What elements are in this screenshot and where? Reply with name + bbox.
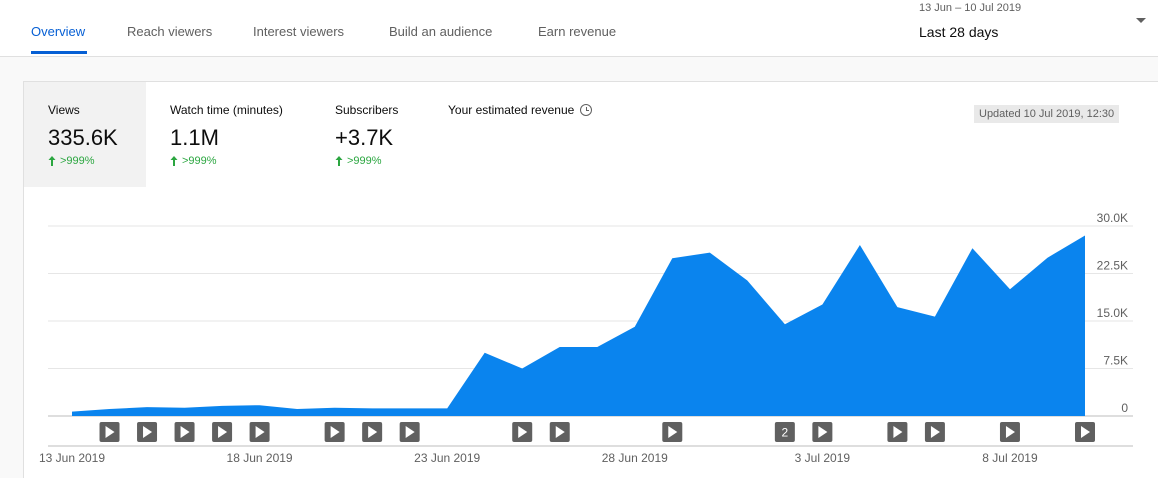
- play-icon: [180, 426, 190, 438]
- metric-change-value: >999%: [347, 155, 382, 167]
- metric-tab-estimated-revenue[interactable]: Your estimated revenue: [424, 82, 624, 187]
- tab-build-an-audience[interactable]: Build an audience: [389, 24, 493, 39]
- play-icon: [555, 426, 565, 438]
- video-marker[interactable]: [549, 422, 570, 442]
- metric-label-text: Your estimated revenue: [448, 103, 575, 117]
- metric-tab-views[interactable]: Views 335.6K >999%: [24, 82, 146, 187]
- x-tick-label: 13 Jun 2019: [39, 451, 105, 465]
- period-selector[interactable]: Last 28 days: [919, 24, 999, 40]
- metric-value: +3.7K: [335, 125, 394, 150]
- video-marker[interactable]: [999, 422, 1020, 442]
- x-tick-label: 18 Jun 2019: [227, 451, 293, 465]
- video-marker[interactable]: [99, 422, 120, 442]
- play-icon: [893, 426, 903, 438]
- video-marker[interactable]: [662, 422, 683, 442]
- play-icon: [255, 426, 265, 438]
- metric-change: >999%: [170, 155, 287, 167]
- video-marker[interactable]: [249, 422, 270, 442]
- metric-tab-subscribers[interactable]: Subscribers +3.7K >999%: [311, 82, 424, 187]
- analytics-tab-bar: Overview Reach viewers Interest viewers …: [0, 0, 1158, 57]
- video-marker[interactable]: [137, 422, 158, 442]
- arrow-up-icon: [170, 156, 178, 166]
- active-tab-indicator: [31, 51, 87, 54]
- video-marker[interactable]: [812, 422, 833, 442]
- metric-change-value: >999%: [182, 155, 217, 167]
- video-marker-box: [774, 422, 795, 442]
- video-marker[interactable]: [1075, 422, 1095, 442]
- tab-reach-viewers[interactable]: Reach viewers: [127, 24, 213, 39]
- metric-label: Watch time (minutes): [170, 103, 283, 117]
- video-marker[interactable]: [174, 422, 195, 442]
- video-marker[interactable]: [512, 422, 533, 442]
- y-tick-label: 0: [1121, 401, 1128, 415]
- clock-icon: [580, 104, 593, 116]
- play-icon: [668, 426, 678, 438]
- metric-label: Views: [48, 103, 80, 117]
- play-icon: [218, 426, 228, 438]
- video-marker[interactable]: [212, 422, 233, 442]
- video-marker[interactable]: [399, 422, 420, 442]
- x-tick-label: 28 Jun 2019: [602, 451, 668, 465]
- video-count-label: 2: [782, 426, 789, 440]
- metric-value: 1.1M: [170, 125, 219, 150]
- x-tick-label: 23 Jun 2019: [414, 451, 480, 465]
- play-icon: [1081, 426, 1090, 438]
- metric-label: Your estimated revenue: [448, 103, 600, 117]
- play-icon: [368, 426, 378, 438]
- y-tick-label: 30.0K: [1097, 211, 1128, 225]
- metric-label: Subscribers: [335, 103, 399, 117]
- play-icon: [143, 426, 153, 438]
- metric-change: >999%: [335, 155, 400, 167]
- play-icon: [330, 426, 340, 438]
- tab-overview[interactable]: Overview: [31, 24, 86, 39]
- play-icon: [930, 426, 940, 438]
- arrow-up-icon: [48, 156, 56, 166]
- updated-badge: Updated 10 Jul 2019, 12:30: [974, 105, 1120, 123]
- x-tick-label: 3 Jul 2019: [795, 451, 851, 465]
- play-icon: [105, 426, 115, 438]
- views-area-series: [72, 235, 1085, 416]
- y-tick-label: 15.0K: [1097, 306, 1128, 320]
- play-icon: [1005, 426, 1015, 438]
- play-icon: [405, 426, 415, 438]
- tab-interest-viewers[interactable]: Interest viewers: [253, 24, 345, 39]
- metric-tab-watch-time[interactable]: Watch time (minutes) 1.1M >999%: [146, 82, 311, 187]
- chevron-down-icon[interactable]: [1136, 18, 1146, 23]
- y-tick-label: 7.5K: [1103, 354, 1128, 368]
- date-range-label: 13 Jun – 10 Jul 2019: [919, 2, 1022, 14]
- tab-earn-revenue[interactable]: Earn revenue: [538, 24, 617, 39]
- x-tick-label: 8 Jul 2019: [982, 451, 1038, 465]
- metric-change: >999%: [48, 155, 122, 167]
- arrow-up-icon: [335, 156, 343, 166]
- video-marker[interactable]: [924, 422, 945, 442]
- play-icon: [518, 426, 528, 438]
- metric-value: 335.6K: [48, 125, 118, 150]
- metric-change-value: >999%: [60, 155, 95, 167]
- play-icon: [818, 426, 828, 438]
- video-marker[interactable]: [324, 422, 345, 442]
- video-marker[interactable]: [887, 422, 908, 442]
- video-marker[interactable]: 2: [774, 422, 795, 442]
- y-tick-label: 22.5K: [1097, 259, 1128, 273]
- video-marker[interactable]: [362, 422, 383, 442]
